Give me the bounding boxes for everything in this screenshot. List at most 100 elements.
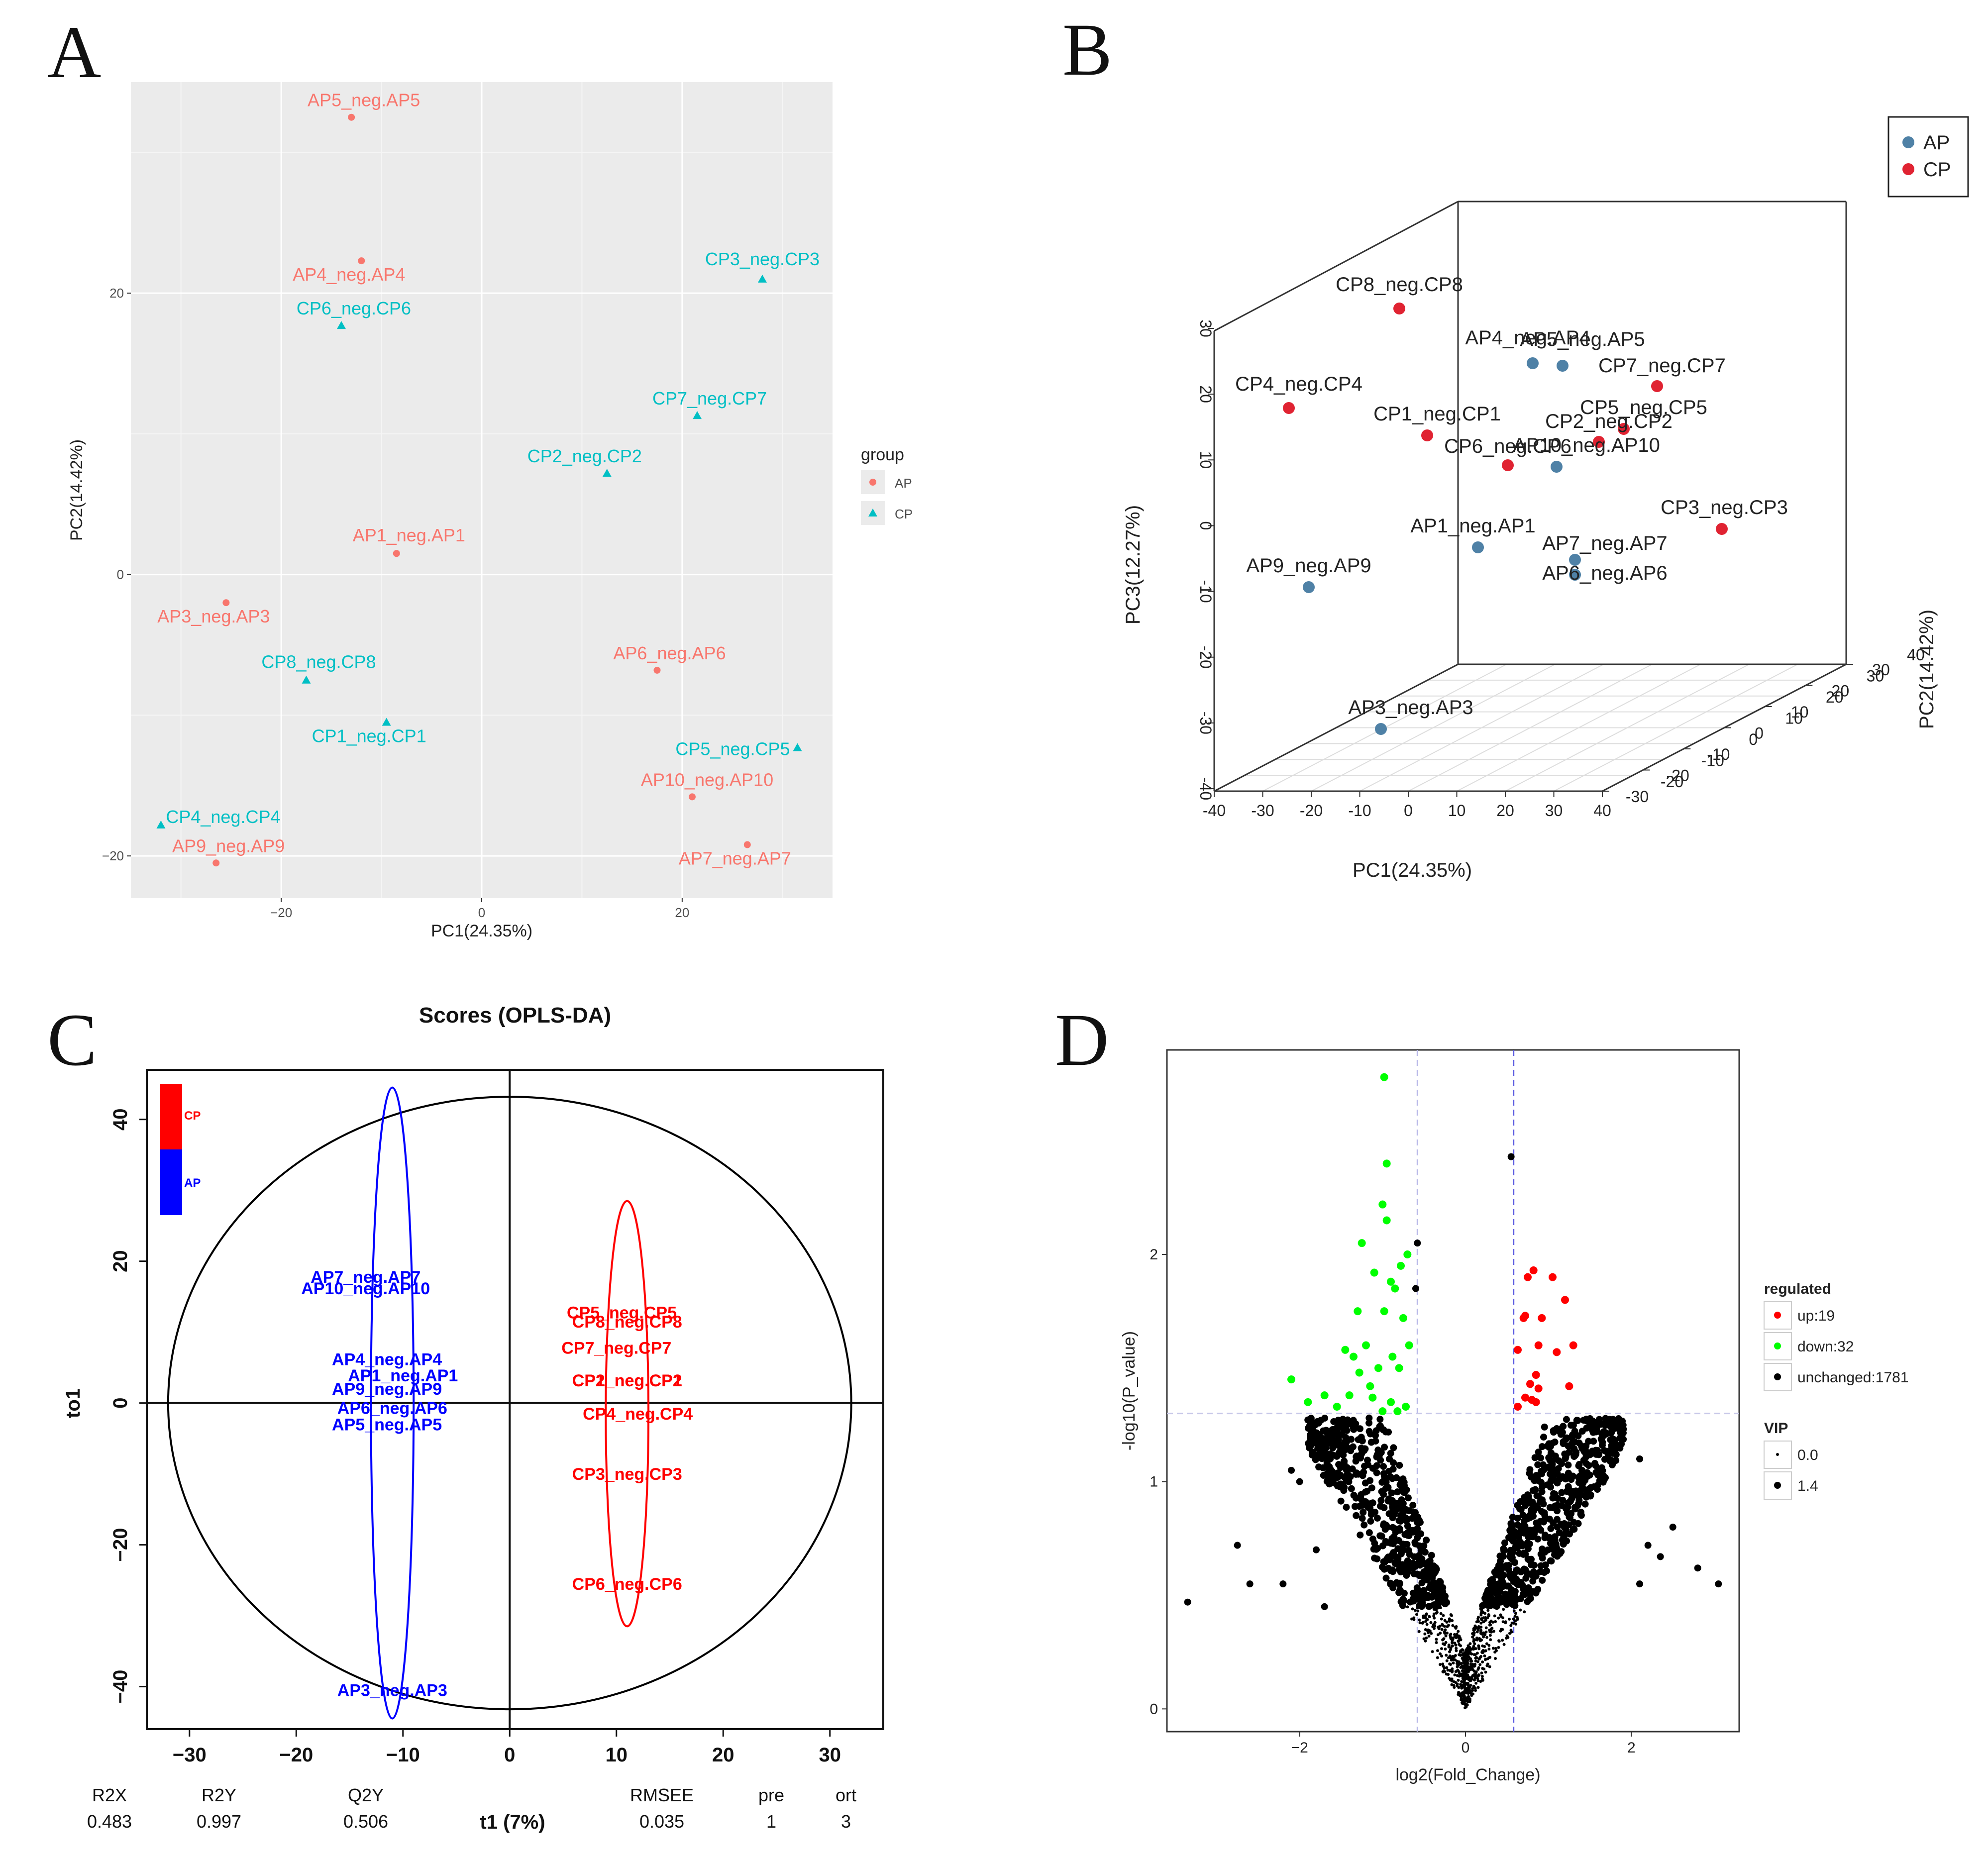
panel-b-point-ap10-neg-ap10 (1551, 461, 1563, 473)
panel-letter-d: D (1055, 999, 1109, 1081)
panel-d-unchanged-point (1487, 1588, 1494, 1595)
panel-d-unchanged-point (1524, 1545, 1532, 1552)
panel-d-unchanged-point (1426, 1628, 1430, 1632)
panel-d-unchanged-point (1480, 1674, 1484, 1678)
panel-d-unchanged-point (1460, 1684, 1463, 1688)
panel-c-x-tick-label: −20 (279, 1744, 313, 1766)
panel-d-unchanged-point (1461, 1677, 1465, 1680)
panel-d-unchanged-point (1470, 1648, 1473, 1651)
panel-d-unchanged-point (1425, 1623, 1429, 1626)
panel-b-legend-cp-marker (1902, 163, 1914, 175)
panel-d-unchanged-point (1459, 1651, 1462, 1654)
panel-d-unchanged-point (1412, 1540, 1419, 1548)
panel-a-point-label-ap5-neg-ap5: AP5_neg.AP5 (308, 90, 420, 110)
panel-d-unchanged-point (1529, 1512, 1537, 1520)
panel-d-unchanged-point (1545, 1440, 1553, 1447)
panel-b-point-ap6-neg-ap6 (1569, 569, 1581, 581)
panel-d-unchanged-point (1486, 1662, 1489, 1666)
panel-d-unchanged-point (1445, 1659, 1449, 1662)
panel-d-unchanged-point (1448, 1654, 1452, 1657)
panel-d-unchanged-point (1583, 1469, 1591, 1476)
panel-d-unchanged-point (1582, 1486, 1589, 1494)
panel-b-x-tick-label: 0 (1404, 802, 1413, 820)
panel-d-unchanged-point (1497, 1616, 1500, 1620)
panel-d-unchanged-point (1479, 1612, 1483, 1615)
panel-d-unchanged-point (1398, 1545, 1406, 1552)
panel-d-unchanged-point (1454, 1653, 1457, 1657)
panel-d-unchanged-point (1466, 1670, 1470, 1673)
panel-d-unchanged-point (1467, 1695, 1470, 1698)
panel-d-unchanged-point (1469, 1662, 1472, 1666)
panel-d-unchanged-point (1575, 1461, 1583, 1468)
panel-d-unchanged-point (1610, 1436, 1617, 1443)
panel-d-unchanged-point (1418, 1618, 1421, 1622)
panel-d-unchanged-point (1552, 1540, 1560, 1548)
panel-d-unchanged-point (1473, 1628, 1476, 1631)
panel-b-y-tick-label: 30 (1872, 661, 1890, 679)
panel-d-unchanged-point (1467, 1665, 1471, 1669)
panel-d-unchanged-point (1484, 1626, 1488, 1630)
panel-d-unchanged-point (1380, 1426, 1387, 1434)
panel-d-unchanged-point (1464, 1687, 1467, 1690)
panel-d-unchanged-point (1318, 1455, 1326, 1462)
panel-d-unchanged-point (1476, 1619, 1480, 1623)
panel-d-unchanged-point (1509, 1624, 1513, 1627)
panel-d-unchanged-point (1532, 1486, 1539, 1493)
panel-d-unchanged-point (1529, 1527, 1536, 1534)
panel-d-unchanged-point (1484, 1658, 1487, 1661)
panel-d-unchanged-point (1541, 1531, 1549, 1539)
panel-d-x-tick-label: −2 (1291, 1740, 1308, 1756)
panel-d-down-point (1304, 1398, 1312, 1406)
panel-d-unchanged-point (1422, 1637, 1426, 1641)
panel-d-unchanged-point (1367, 1518, 1374, 1525)
panel-d-unchanged-point (1465, 1705, 1468, 1709)
panel-d-unchanged-point (1539, 1554, 1546, 1562)
panel-d-unchanged-point (1439, 1663, 1442, 1666)
panel-d-unchanged-point (1381, 1444, 1388, 1451)
panel-d-unchanged-point (1540, 1434, 1548, 1441)
panel-b-y-tick-label: -20 (1667, 767, 1689, 785)
panel-c-stats-table: R2X R2Y Q2Y RMSEE pre ort 0.483 0.997 0.… (87, 1785, 856, 1833)
panel-d-unchanged-point (1386, 1556, 1393, 1563)
panel-d-unchanged-point (1533, 1492, 1541, 1500)
panel-d-unchanged-point (1459, 1644, 1463, 1648)
panel-a-point-label-cp7-neg-cp7: CP7_neg.CP7 (652, 388, 767, 409)
panel-c-x-tick-label: −30 (173, 1744, 207, 1766)
panel-c-point-label-cp8-neg-cp8: CP8_neg.CP8 (572, 1313, 682, 1332)
panel-d-unchanged-point (1387, 1473, 1394, 1481)
panel-d-unchanged-point (1466, 1692, 1470, 1695)
panel-d-up-point (1534, 1341, 1543, 1349)
panel-d-unchanged-point (1497, 1646, 1500, 1649)
panel-d-unchanged-point (1588, 1447, 1596, 1455)
panel-d-unchanged-point (1568, 1476, 1575, 1483)
panel-d-unchanged-point (1484, 1618, 1488, 1622)
panel-c-opls-da: Scores (OPLS-DA) −30 −20 −10 0 10 20 30−40−200… (62, 1003, 884, 1833)
panel-d-unchanged-point (1360, 1447, 1368, 1454)
panel-d-unchanged-point (1499, 1613, 1502, 1617)
panel-d-unchanged-point (1483, 1633, 1487, 1637)
panel-letter-a: A (47, 11, 101, 94)
panel-d-unchanged-point (1525, 1584, 1532, 1592)
panel-d-unchanged-point (1489, 1638, 1492, 1642)
panel-d-unchanged-point (1463, 1670, 1466, 1674)
panel-d-unchanged-point (1562, 1453, 1569, 1460)
panel-d-up-point (1569, 1341, 1577, 1349)
panel-d-unchanged-point (1463, 1694, 1466, 1698)
panel-a-point-label-cp8-neg-cp8: CP8_neg.CP8 (261, 652, 376, 672)
panel-b-y-tick-label: -10 (1701, 752, 1724, 770)
panel-d-unchanged-point (1589, 1427, 1596, 1434)
panel-d-unchanged-point (1433, 1616, 1436, 1620)
panel-a-pca-2d: −20 0 20 −20 0 20 AP5_neg.AP5 AP4_neg.AP4 CP6_n… (67, 82, 913, 940)
panel-d-unchanged-point (1415, 1613, 1418, 1616)
panel-b-point-label-cp4-neg-cp4: CP4_neg.CP4 (1235, 373, 1362, 395)
panel-d-unchanged-point (1479, 1655, 1483, 1658)
panel-d-up-point (1532, 1398, 1540, 1406)
panel-d-unchanged-point (1361, 1479, 1369, 1487)
panel-d-unchanged-point (1474, 1689, 1477, 1692)
panel-d-unchanged-point (1535, 1448, 1542, 1456)
panel-d-unchanged-point (1493, 1614, 1496, 1618)
panel-c-legend-cp-bar (160, 1084, 182, 1149)
panel-d-unchanged-point (1470, 1677, 1474, 1681)
panel-d-unchanged-point (1333, 1441, 1340, 1448)
